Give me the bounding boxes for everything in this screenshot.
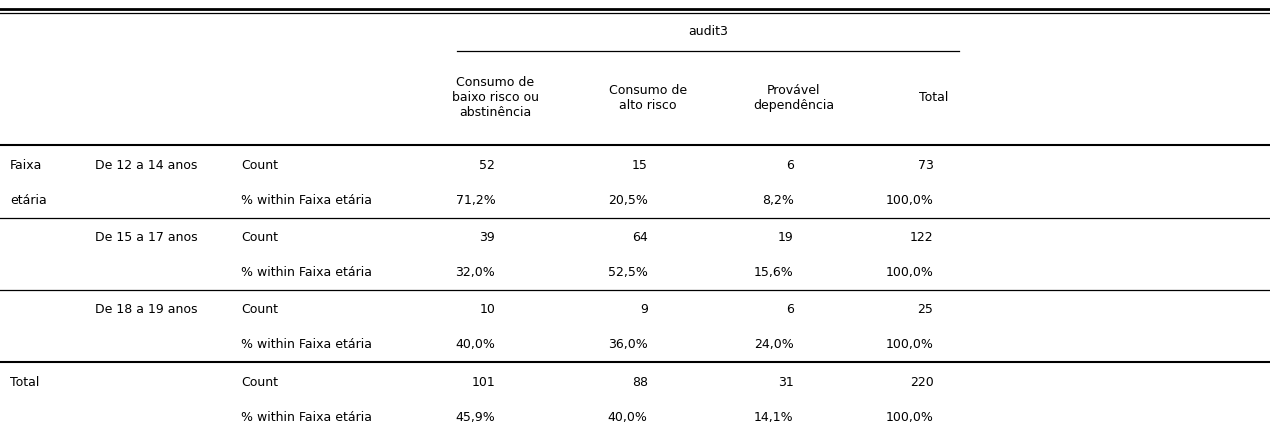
Text: De 18 a 19 anos: De 18 a 19 anos — [95, 303, 198, 317]
Text: 220: 220 — [909, 377, 933, 389]
Text: 40,0%: 40,0% — [608, 412, 648, 424]
Text: 52,5%: 52,5% — [608, 266, 648, 279]
Text: 36,0%: 36,0% — [608, 338, 648, 351]
Text: 88: 88 — [631, 377, 648, 389]
Text: Count: Count — [241, 159, 278, 172]
Text: 101: 101 — [471, 377, 495, 389]
Text: 6: 6 — [786, 159, 794, 172]
Text: 39: 39 — [480, 231, 495, 244]
Text: 15: 15 — [632, 159, 648, 172]
Text: 100,0%: 100,0% — [885, 194, 933, 207]
Text: 52: 52 — [480, 159, 495, 172]
Text: 64: 64 — [632, 231, 648, 244]
Text: % within Faixa etária: % within Faixa etária — [241, 338, 372, 351]
Text: 32,0%: 32,0% — [456, 266, 495, 279]
Text: 8,2%: 8,2% — [762, 194, 794, 207]
Text: 25: 25 — [917, 303, 933, 317]
Text: % within Faixa etária: % within Faixa etária — [241, 194, 372, 207]
Text: 6: 6 — [786, 303, 794, 317]
Text: 9: 9 — [640, 303, 648, 317]
Text: 100,0%: 100,0% — [885, 266, 933, 279]
Text: 71,2%: 71,2% — [456, 194, 495, 207]
Text: 45,9%: 45,9% — [456, 412, 495, 424]
Text: Consumo de
alto risco: Consumo de alto risco — [608, 84, 687, 112]
Text: Consumo de
baixo risco ou
abstinência: Consumo de baixo risco ou abstinência — [452, 76, 538, 119]
Text: 73: 73 — [917, 159, 933, 172]
Text: 15,6%: 15,6% — [754, 266, 794, 279]
Text: 31: 31 — [779, 377, 794, 389]
Text: Count: Count — [241, 303, 278, 317]
Text: 40,0%: 40,0% — [456, 338, 495, 351]
Text: etária: etária — [10, 194, 47, 207]
Text: % within Faixa etária: % within Faixa etária — [241, 266, 372, 279]
Text: De 12 a 14 anos: De 12 a 14 anos — [95, 159, 198, 172]
Text: 24,0%: 24,0% — [754, 338, 794, 351]
Text: 100,0%: 100,0% — [885, 338, 933, 351]
Text: Count: Count — [241, 231, 278, 244]
Text: Provável
dependência: Provável dependência — [753, 84, 834, 112]
Text: Total: Total — [10, 377, 39, 389]
Text: 122: 122 — [909, 231, 933, 244]
Text: audit3: audit3 — [688, 26, 728, 38]
Text: De 15 a 17 anos: De 15 a 17 anos — [95, 231, 198, 244]
Text: Faixa: Faixa — [10, 159, 42, 172]
Text: 14,1%: 14,1% — [754, 412, 794, 424]
Text: 19: 19 — [779, 231, 794, 244]
Text: 20,5%: 20,5% — [608, 194, 648, 207]
Text: 100,0%: 100,0% — [885, 412, 933, 424]
Text: Count: Count — [241, 377, 278, 389]
Text: % within Faixa etária: % within Faixa etária — [241, 412, 372, 424]
Text: 10: 10 — [480, 303, 495, 317]
Text: Total: Total — [918, 91, 949, 104]
